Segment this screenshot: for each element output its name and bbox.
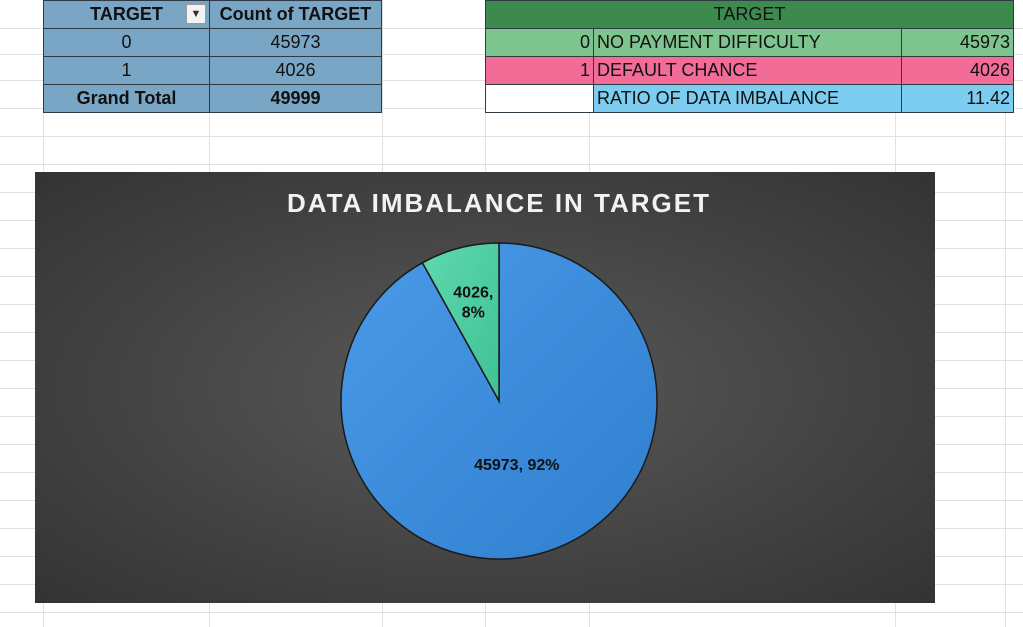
- summary-key[interactable]: 0: [485, 28, 594, 57]
- gridline: [0, 612, 1023, 613]
- pivot-table: TARGET ▼ Count of TARGET 0 45973 1 4026 …: [43, 0, 382, 113]
- summary-key[interactable]: 1: [485, 56, 594, 85]
- gridline: [1005, 0, 1006, 627]
- filter-dropdown-icon[interactable]: ▼: [186, 4, 206, 24]
- summary-label[interactable]: NO PAYMENT DIFFICULTY: [593, 28, 902, 57]
- chart-title: DATA IMBALANCE IN TARGET: [287, 188, 711, 218]
- summary-value[interactable]: 45973: [901, 28, 1014, 57]
- summary-header-row: TARGET: [485, 0, 1014, 29]
- data-label-0: 45973, 92%: [474, 457, 559, 474]
- pivot-header-count[interactable]: Count of TARGET: [209, 0, 382, 29]
- table-row: 1 DEFAULT CHANCE 4026: [485, 56, 1014, 85]
- pivot-total-label[interactable]: Grand Total: [43, 84, 210, 113]
- pivot-total-value[interactable]: 49999: [209, 84, 382, 113]
- pivot-total-row: Grand Total 49999: [43, 84, 382, 113]
- pie-chart[interactable]: DATA IMBALANCE IN TARGET 45973, 92% 4026,…: [35, 172, 935, 603]
- data-label-1: 4026, 8%: [453, 285, 493, 322]
- pivot-row-value[interactable]: 45973: [209, 28, 382, 57]
- pivot-header-target-label: TARGET: [90, 4, 163, 24]
- table-row: RATIO OF DATA IMBALANCE 11.42: [485, 84, 1014, 113]
- pie-chart-svg: DATA IMBALANCE IN TARGET 45973, 92% 4026,…: [287, 188, 711, 560]
- table-row: 1 4026: [43, 56, 382, 85]
- summary-label[interactable]: RATIO OF DATA IMBALANCE: [593, 84, 902, 113]
- pie-slice-1[interactable]: [421, 242, 500, 404]
- table-row: 0 NO PAYMENT DIFFICULTY 45973: [485, 28, 1014, 57]
- pivot-row-label[interactable]: 0: [43, 28, 210, 57]
- summary-value[interactable]: 4026: [901, 56, 1014, 85]
- summary-value[interactable]: 11.42: [901, 84, 1014, 113]
- summary-label[interactable]: DEFAULT CHANCE: [593, 56, 902, 85]
- gridline: [0, 136, 1023, 137]
- gridline: [0, 164, 1023, 165]
- pivot-header-target[interactable]: TARGET ▼: [43, 0, 210, 29]
- summary-table: TARGET 0 NO PAYMENT DIFFICULTY 45973 1 D…: [485, 0, 1014, 113]
- summary-title[interactable]: TARGET: [485, 0, 1014, 29]
- summary-key[interactable]: [485, 84, 594, 113]
- pivot-header-row: TARGET ▼ Count of TARGET: [43, 0, 382, 29]
- pivot-row-label[interactable]: 1: [43, 56, 210, 85]
- table-row: 0 45973: [43, 28, 382, 57]
- pivot-row-value[interactable]: 4026: [209, 56, 382, 85]
